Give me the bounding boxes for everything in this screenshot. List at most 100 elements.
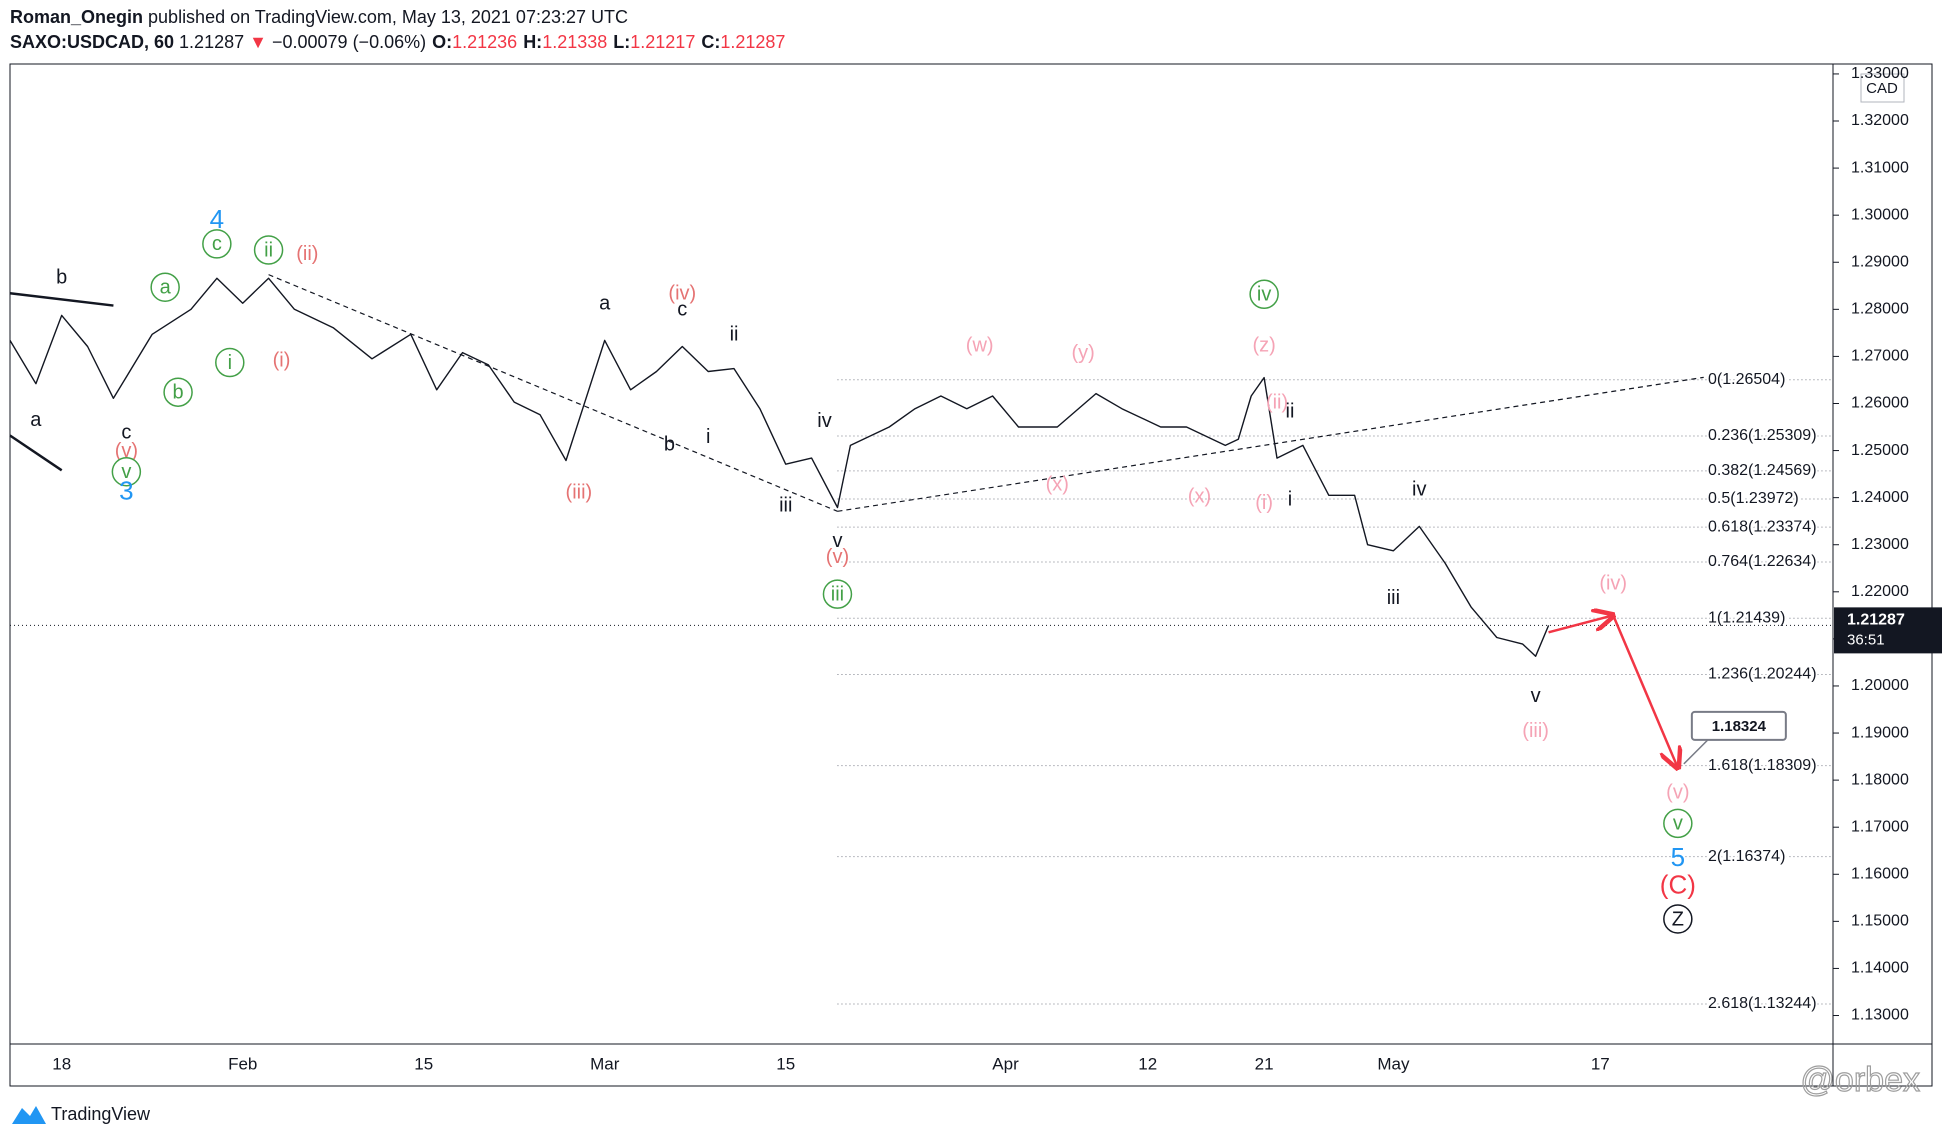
wave-label: (y)	[1071, 342, 1094, 364]
x-tick-label: Mar	[590, 1054, 620, 1073]
fib-label: 2.618(1.13244)	[1708, 995, 1817, 1012]
wave-label: c	[121, 421, 131, 443]
ohlc-value: 1.21236	[452, 32, 517, 52]
wave-label: iii	[831, 583, 844, 605]
brand-logo	[12, 1106, 46, 1124]
fib-label: 0.382(1.24569)	[1708, 462, 1817, 479]
callout-box	[1690, 710, 1787, 741]
y-tick-label: 1.24000	[1851, 489, 1909, 506]
wave-label: a	[30, 409, 42, 431]
wave-label: (v)	[826, 546, 849, 568]
change: −0.00079 (−0.06%)	[272, 32, 426, 52]
wave-label: v	[1673, 813, 1683, 835]
wave-label: i	[1288, 488, 1292, 510]
y-tick-label: 1.30000	[1851, 206, 1909, 223]
wave-label: (i)	[273, 349, 291, 371]
ohlc-label: L:	[613, 32, 630, 52]
y-tick-label: 1.14000	[1851, 960, 1909, 977]
ohlc-value: 1.21287	[720, 32, 785, 52]
wave-label: b	[664, 434, 675, 456]
y-tick-label: 1.23000	[1851, 536, 1909, 553]
wave-label: v	[1531, 685, 1541, 707]
y-tick-label: 1.28000	[1851, 301, 1909, 318]
fib-label: 1(1.21439)	[1708, 609, 1785, 626]
y-tick-label: 1.31000	[1851, 159, 1909, 176]
wave-label: iii	[779, 494, 792, 516]
wave-label: (iii)	[1522, 720, 1549, 742]
fib-label: 0.764(1.22634)	[1708, 553, 1817, 570]
wave-label: ii	[1286, 400, 1295, 422]
y-tick-label: 1.22000	[1851, 583, 1909, 600]
wave-label: (w)	[966, 334, 994, 356]
wave-label: (x)	[1046, 473, 1069, 495]
wave-label: 3	[119, 475, 133, 505]
wave-label: (z)	[1252, 334, 1275, 356]
fib-label: 2(1.16374)	[1708, 848, 1785, 865]
wave-label: iii	[1387, 587, 1400, 609]
wave-label: iv	[1257, 284, 1271, 306]
fib-label: 0(1.26504)	[1708, 371, 1785, 388]
y-tick-label: 1.19000	[1851, 724, 1909, 741]
wave-label: i	[228, 352, 232, 374]
fib-label: 0.618(1.23374)	[1708, 518, 1817, 535]
y-tick-label: 1.27000	[1851, 348, 1909, 365]
last: 1.21287	[179, 32, 244, 52]
y-tick-label: 1.15000	[1851, 913, 1909, 930]
header-line-1: Roman_Onegin published on TradingView.co…	[10, 7, 628, 27]
wave-label: 5	[1671, 842, 1685, 872]
wave-label: iv	[1412, 478, 1426, 500]
wave-label: a	[160, 276, 172, 298]
y-tick-label: 1.29000	[1851, 253, 1909, 270]
wave-label: (v)	[115, 440, 138, 462]
wave-label: iv	[817, 410, 831, 432]
wave-circle	[1663, 904, 1693, 934]
y-tick-label: 1.18000	[1851, 771, 1909, 788]
wave-label: (i)	[1255, 492, 1273, 514]
chart-frame	[9, 63, 1933, 1087]
symbol: SAXO:USDCAD, 60	[10, 32, 174, 52]
wave-circle	[111, 457, 142, 487]
x-tick-label: 18	[52, 1054, 71, 1073]
wave-label: 4	[210, 204, 224, 234]
wave-label: i	[706, 426, 710, 448]
wave-circle	[1663, 808, 1693, 839]
wave-circle	[202, 229, 232, 259]
brand-name: TradingView	[51, 1104, 151, 1124]
published: published on TradingView.com, May 13, 20…	[148, 7, 628, 27]
wave-circle	[215, 347, 245, 378]
projection-arrow	[1612, 614, 1678, 768]
y-tick-label: 1.25000	[1851, 442, 1909, 459]
last-price-tag	[1834, 607, 1942, 654]
x-tick-label: Feb	[228, 1054, 257, 1073]
trendline	[837, 376, 1704, 512]
ohlc-label: C:	[701, 32, 720, 52]
x-tick-label: 17	[1591, 1054, 1610, 1073]
wave-label: (iv)	[1599, 573, 1627, 595]
fib-label: 1.618(1.18309)	[1708, 757, 1817, 774]
x-tick-label: 15	[414, 1054, 433, 1073]
fib-label: 1.236(1.20244)	[1708, 666, 1817, 683]
watermark: @orbex	[1800, 1061, 1920, 1099]
wave-circle	[163, 377, 193, 407]
wave-label: v	[832, 530, 842, 552]
countdown: 36:51	[1847, 631, 1885, 648]
fib-label: 0.236(1.25309)	[1708, 427, 1817, 444]
y-tick-label: 1.20000	[1851, 677, 1909, 694]
brand: TradingView	[12, 1104, 151, 1124]
wave-label: a	[599, 292, 611, 314]
projection-arrow	[1548, 615, 1614, 634]
wave-label: (C)	[1660, 869, 1696, 899]
y-tick-label: 1.32000	[1851, 112, 1909, 129]
ohlc-label: O:	[432, 32, 452, 52]
callout-label: 1.18324	[1712, 718, 1767, 735]
ohlc-value: 1.21217	[630, 32, 695, 52]
wave-label: (iii)	[566, 482, 593, 504]
x-tick-label: Apr	[992, 1054, 1019, 1073]
y-tick-label: 1.16000	[1851, 865, 1909, 882]
x-tick-label: 21	[1255, 1054, 1274, 1073]
wave-circle	[822, 579, 853, 609]
wave-label: (ii)	[296, 243, 318, 265]
wave-label: (ii)	[1266, 391, 1288, 413]
wave-circle	[1249, 279, 1279, 310]
trendline	[9, 291, 114, 307]
